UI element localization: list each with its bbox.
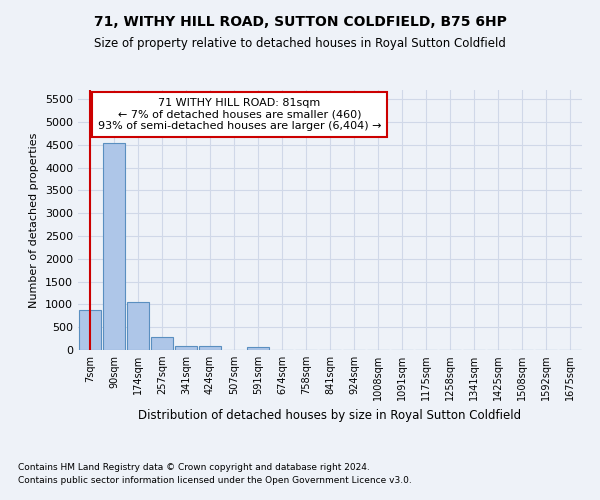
Text: Contains public sector information licensed under the Open Government Licence v3: Contains public sector information licen… (18, 476, 412, 485)
Bar (151, 337, 173, 350)
Text: 71 WITHY HILL ROAD: 81sqm
← 7% of detached houses are smaller (460)
93% of semi-: 71 WITHY HILL ROAD: 81sqm ← 7% of detach… (98, 98, 381, 131)
Y-axis label: Number of detached properties: Number of detached properties (29, 132, 40, 308)
Bar (199, 346, 221, 350)
X-axis label: Distribution of detached houses by size in Royal Sutton Coldfield: Distribution of detached houses by size … (139, 408, 521, 422)
Bar (103, 143, 125, 350)
Text: Contains HM Land Registry data © Crown copyright and database right 2024.: Contains HM Land Registry data © Crown c… (18, 464, 370, 472)
Text: 71, WITHY HILL ROAD, SUTTON COLDFIELD, B75 6HP: 71, WITHY HILL ROAD, SUTTON COLDFIELD, B… (94, 15, 506, 29)
Bar (247, 348, 269, 350)
Bar (79, 310, 101, 350)
Bar (175, 346, 197, 350)
Text: Size of property relative to detached houses in Royal Sutton Coldfield: Size of property relative to detached ho… (94, 38, 506, 51)
Bar (127, 302, 149, 350)
